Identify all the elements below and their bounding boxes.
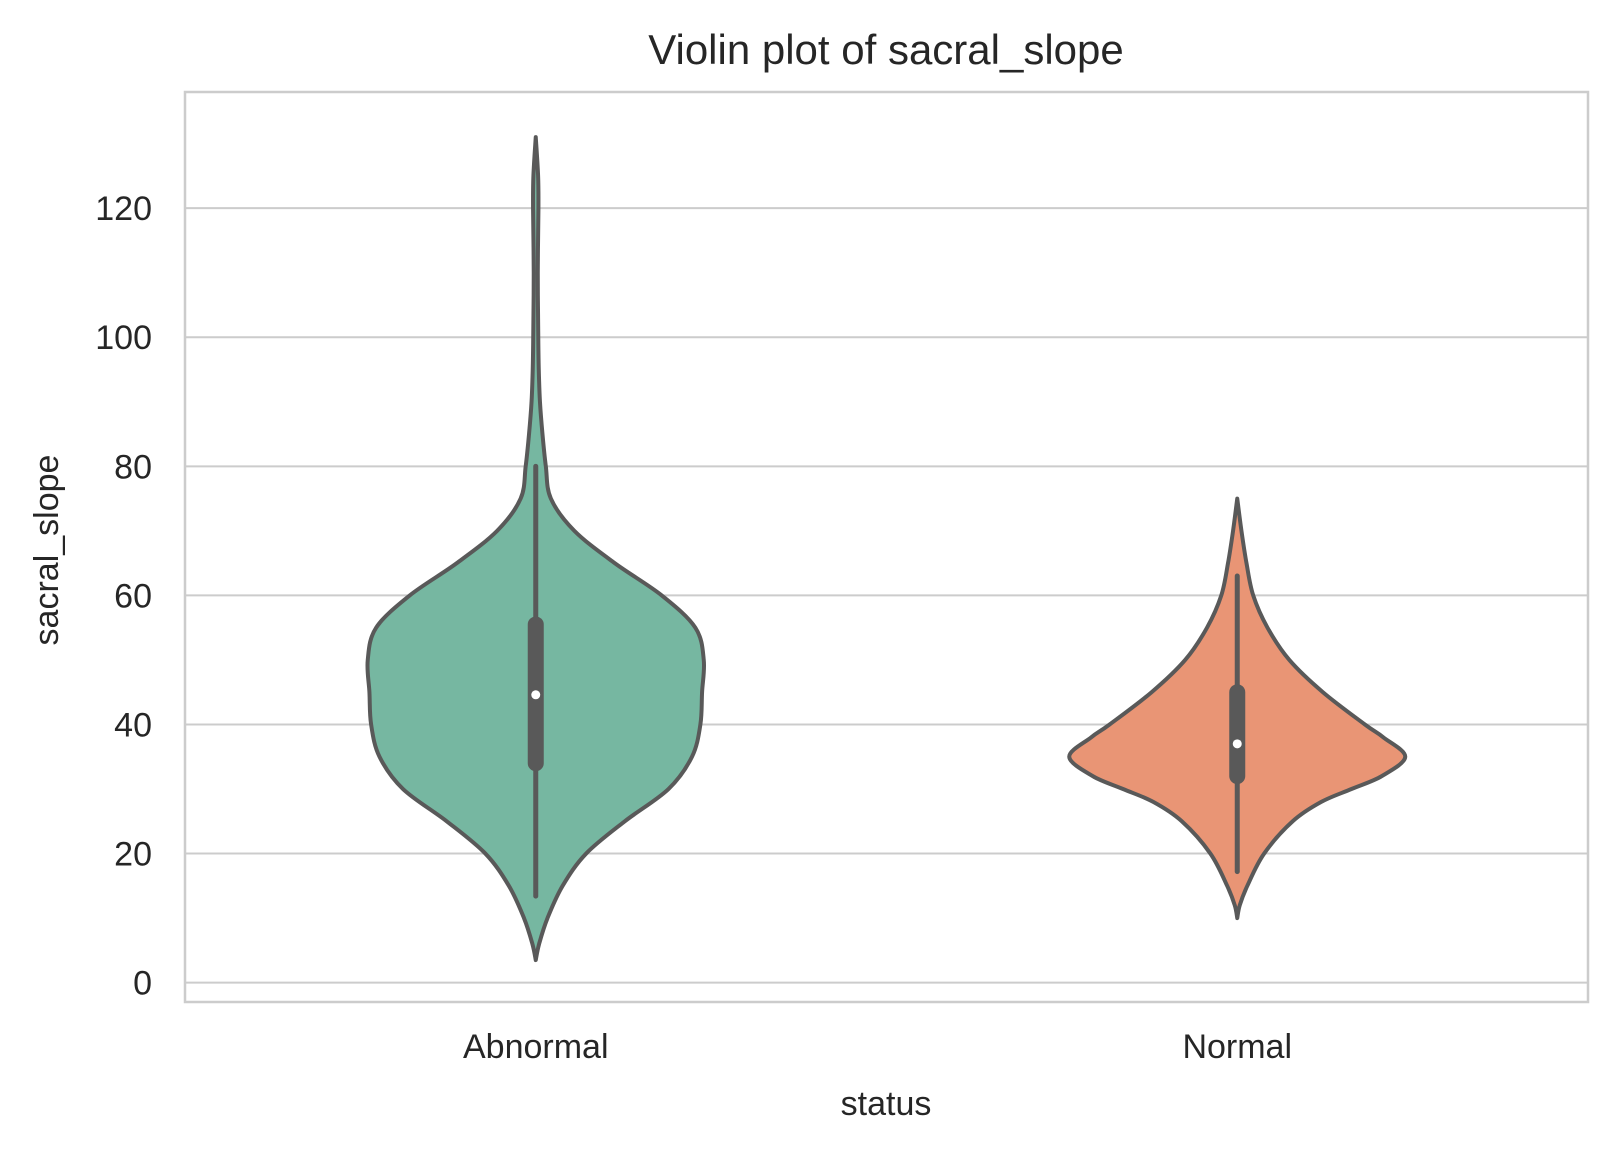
y-tick-label: 120 xyxy=(95,190,152,228)
violins xyxy=(365,135,1408,963)
y-tick-label: 80 xyxy=(114,448,152,486)
median-dot-normal xyxy=(1232,739,1242,749)
violin-normal xyxy=(1067,496,1408,921)
x-axis-label: status xyxy=(841,1085,932,1123)
y-tick-label: 60 xyxy=(114,577,152,615)
x-tick-label-normal: Normal xyxy=(1182,1028,1292,1066)
y-axis-label: sacral_slope xyxy=(28,455,66,646)
y-tick-label: 20 xyxy=(114,836,152,874)
y-tick-label: 100 xyxy=(95,319,152,357)
grid-lines xyxy=(185,207,1588,984)
chart-title: Violin plot of sacral_slope xyxy=(648,26,1124,73)
x-tick-label-abnormal: Abnormal xyxy=(463,1028,609,1066)
violin-abnormal xyxy=(365,135,707,963)
y-tick-label: 40 xyxy=(114,706,152,744)
y-tick-label: 0 xyxy=(133,965,152,1003)
plot-frame xyxy=(183,90,1590,1004)
y-tick-labels: 0 20 40 60 80 100 120 xyxy=(95,190,152,1002)
x-tick-labels: Abnormal Normal xyxy=(463,1028,1292,1066)
median-dot-abnormal xyxy=(531,690,541,700)
